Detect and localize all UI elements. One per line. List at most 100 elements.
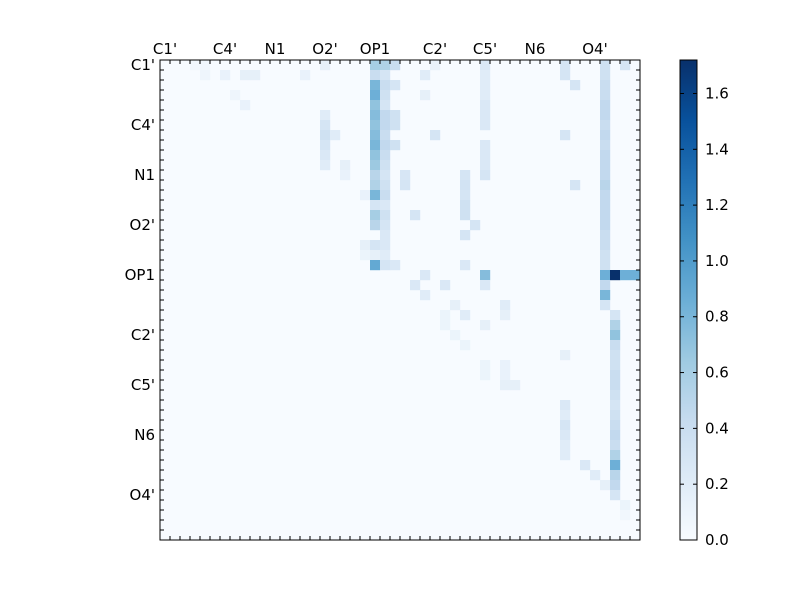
colorbar-tick-label: 0.8	[705, 308, 729, 326]
heatmap-cell	[380, 220, 391, 231]
heatmap-cell	[460, 310, 471, 321]
heatmap-cell	[460, 200, 471, 211]
heatmap-cell	[480, 320, 491, 331]
heatmap-cell	[370, 140, 381, 151]
heatmap-cell	[600, 210, 611, 221]
x-tick-label: C2'	[423, 40, 447, 58]
heatmap-cell	[380, 190, 391, 201]
heatmap-cell	[320, 120, 331, 131]
heatmap-cell	[610, 370, 621, 381]
heatmap-cell	[370, 160, 381, 171]
heatmap-cell	[320, 160, 331, 171]
y-tick-label: C2'	[131, 326, 155, 344]
heatmap-cell	[320, 60, 331, 71]
heatmap-cell	[610, 460, 621, 471]
heatmap-cell	[600, 150, 611, 161]
heatmap-cell	[610, 350, 621, 361]
colorbar-tick-label: 0.6	[705, 364, 729, 382]
heatmap-cell	[390, 110, 401, 121]
heatmap-plot-area: C1' C4' N1 O2' OP1 C2' C5' N6 O4' C1' C4' N1 O2' OP1…	[125, 40, 641, 541]
heatmap-cell	[230, 90, 241, 101]
heatmap-cell	[380, 80, 391, 91]
heatmap-frame	[159, 59, 641, 541]
heatmap-cell	[590, 470, 601, 481]
heatmap-cell	[600, 160, 611, 171]
heatmap-cell	[560, 440, 571, 451]
heatmap-cell	[600, 190, 611, 201]
heatmap-cell	[460, 180, 471, 191]
colorbar-tick-label: 1.0	[705, 252, 729, 270]
heatmap-cell	[380, 200, 391, 211]
heatmap-cell	[380, 160, 391, 171]
heatmap-cell	[380, 100, 391, 111]
heatmap-cell	[560, 70, 571, 81]
colorbar-ticks: 0.0 0.2 0.4 0.6 0.8 1.0 1.2 1.4 1.6	[680, 84, 729, 549]
heatmap-cell	[610, 430, 621, 441]
heatmap-cell	[370, 120, 381, 131]
heatmap-cell	[510, 380, 521, 391]
colorbar-tick-label: 0.4	[705, 419, 729, 437]
heatmap-cell	[220, 70, 231, 81]
heatmap-cell	[500, 370, 511, 381]
colorbar-tick-label: 1.2	[705, 196, 729, 214]
heatmap-cell	[390, 80, 401, 91]
y-tick-label: C5'	[131, 376, 155, 394]
heatmap-cell	[370, 130, 381, 141]
colorbar-tick-label: 1.4	[705, 140, 729, 158]
heatmap-cell	[460, 210, 471, 221]
heatmap-cell	[600, 280, 611, 291]
heatmap-cell	[420, 70, 431, 81]
heatmap-cell	[610, 410, 621, 421]
heatmap-cell	[600, 200, 611, 211]
heatmap-cell	[610, 380, 621, 391]
heatmap-cell	[600, 90, 611, 101]
heatmap-cell	[600, 260, 611, 271]
heatmap-cell	[600, 170, 611, 181]
heatmap-cell	[610, 340, 621, 351]
heatmap-cell	[480, 90, 491, 101]
heatmap-cell	[480, 150, 491, 161]
y-tick-label: O4'	[130, 486, 155, 504]
heatmap-cell	[600, 300, 611, 311]
heatmap-cell	[480, 370, 491, 381]
heatmap-cell	[600, 70, 611, 81]
heatmap-cell	[370, 90, 381, 101]
colorbar: 0.0 0.2 0.4 0.6 0.8 1.0 1.2 1.4 1.6	[679, 59, 729, 549]
x-tick-label: O4'	[582, 40, 607, 58]
heatmap-cell	[480, 60, 491, 71]
x-tick-label: O2'	[312, 40, 337, 58]
y-tick-label: O2'	[130, 216, 155, 234]
heatmap-cell	[610, 420, 621, 431]
heatmap-cell	[600, 290, 611, 301]
heatmap-cell	[380, 70, 391, 81]
heatmap-cell	[370, 220, 381, 231]
heatmap-cell	[500, 360, 511, 371]
heatmap-cell	[610, 310, 621, 321]
heatmap-cell	[570, 180, 581, 191]
heatmap-cell	[380, 120, 391, 131]
heatmap-cell	[380, 90, 391, 101]
heatmap-cell	[610, 480, 621, 491]
heatmap-cell	[370, 240, 381, 251]
heatmap-cell	[620, 500, 631, 511]
heatmap-cell	[320, 110, 331, 121]
heatmap-cell	[560, 130, 571, 141]
heatmap-cell	[370, 80, 381, 91]
heatmap-cell	[480, 110, 491, 121]
heatmap-cell	[200, 70, 211, 81]
heatmap-cell	[610, 450, 621, 461]
heatmap-cell	[360, 250, 371, 261]
heatmap-cell	[560, 420, 571, 431]
heatmap-cell	[600, 130, 611, 141]
heatmap-cell	[560, 60, 571, 71]
heatmap-cell	[440, 310, 451, 321]
heatmap-cell	[570, 80, 581, 91]
heatmap-cell	[330, 130, 341, 141]
heatmap-cell	[380, 180, 391, 191]
heatmap-cell	[480, 120, 491, 131]
x-tick-labels: C1' C4' N1 O2' OP1 C2' C5' N6 O4'	[153, 40, 608, 58]
heatmap-cell	[610, 440, 621, 451]
heatmap-cell	[600, 180, 611, 191]
x-tick-label: C4'	[213, 40, 237, 58]
heatmap-cell	[560, 400, 571, 411]
